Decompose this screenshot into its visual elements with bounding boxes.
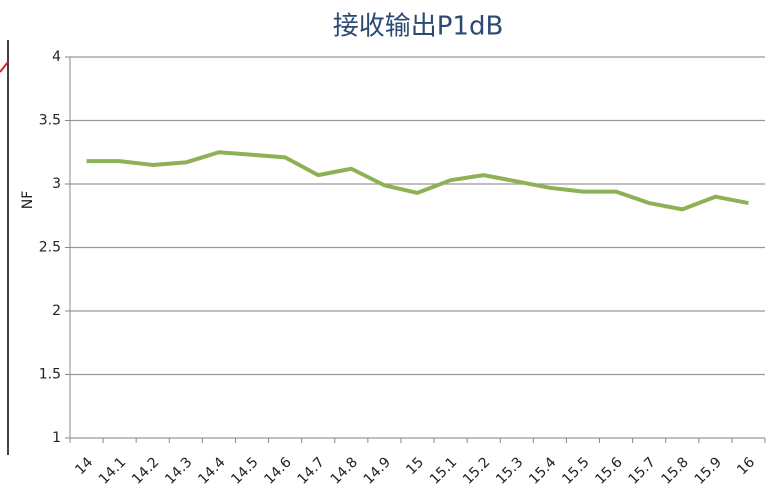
x-tick-label: 15.3 <box>493 454 526 487</box>
y-tick-label: 1.5 <box>39 367 61 383</box>
x-tick-label: 15.6 <box>592 454 625 487</box>
x-tick-label: 15.8 <box>659 454 692 487</box>
x-tick-label: 14.3 <box>162 454 195 487</box>
y-tick-label: 3 <box>52 176 61 192</box>
y-axis-label: NF <box>20 191 36 210</box>
x-tick-label: 16 <box>734 454 758 478</box>
x-tick-label: 14.7 <box>295 454 328 487</box>
x-tick-label: 14 <box>72 454 96 478</box>
x-tick-label: 14.4 <box>195 454 228 487</box>
chart-title: 接收输出P1dB <box>333 12 504 42</box>
x-tick-label: 15 <box>403 454 427 478</box>
y-tick-label: 3.5 <box>39 113 61 129</box>
x-tick-label: 15.1 <box>427 454 460 487</box>
x-tick-label: 14.8 <box>328 454 361 487</box>
x-tick-label: 14.2 <box>129 454 162 487</box>
y-tick-label: 4 <box>52 49 61 65</box>
x-tick-label: 14.9 <box>361 454 394 487</box>
x-tick-label: 14.6 <box>261 454 294 487</box>
x-tick-label: 14.1 <box>96 454 129 487</box>
y-tick-label: 2 <box>52 303 61 319</box>
y-tick-label: 2.5 <box>39 240 61 256</box>
x-tick-label: 14.5 <box>228 454 261 487</box>
data-line <box>86 150 749 212</box>
x-tick-label: 15.5 <box>559 454 592 487</box>
neighbor-chart-line <box>0 61 9 73</box>
x-tick-label: 15.7 <box>625 454 658 487</box>
x-tick-label: 15.9 <box>692 454 725 487</box>
y-tick-label: 1 <box>52 430 61 446</box>
x-tick-label: 15.2 <box>460 454 493 487</box>
x-tick-label: 15.4 <box>526 454 559 487</box>
